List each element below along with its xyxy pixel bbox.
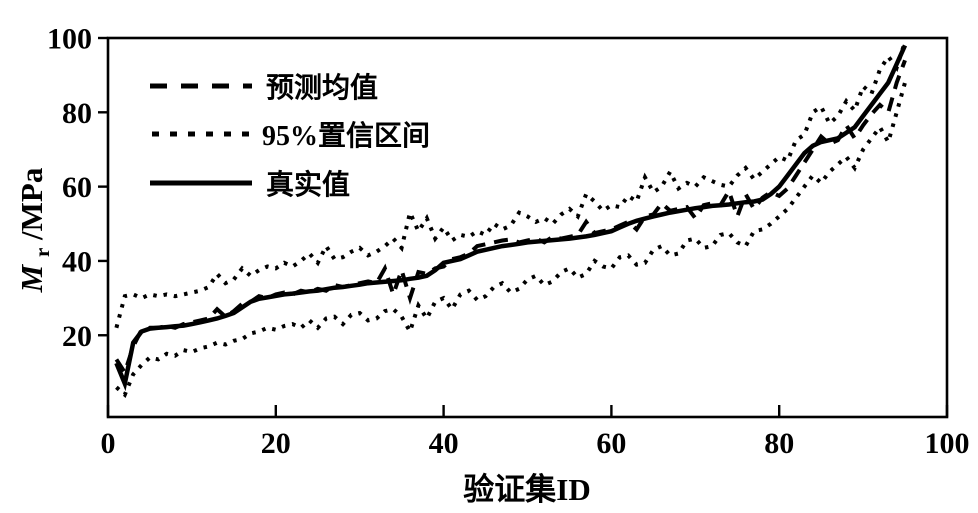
x-tick-label-40: 40 [429, 427, 459, 460]
series-line-prediction-mean [114, 59, 907, 378]
y-axis-title-unit: /MPa [14, 167, 49, 241]
legend-item-true-value: 真实值 [150, 168, 350, 201]
y-tick-label-60: 60 [62, 171, 92, 204]
series-layer [114, 41, 908, 399]
x-tick-label-100: 100 [925, 427, 970, 460]
x-tick-label-80: 80 [764, 427, 794, 460]
legend-label-prediction-mean: 预测均值 [266, 72, 378, 104]
y-tick-label-40: 40 [62, 245, 92, 278]
series-line-ci-upper [114, 41, 907, 329]
y-tick-label-80: 80 [62, 97, 92, 130]
plot-border [106, 36, 949, 419]
legend-item-prediction-mean: 预测均值 [150, 72, 378, 104]
y-axis-title: M r /MPa [14, 167, 56, 293]
x-tick-label-20: 20 [261, 427, 291, 460]
legend-label-true-value: 真实值 [266, 168, 350, 201]
series-line-true-value [114, 44, 908, 392]
axis-ticks: 0 20 40 60 80 100 20 40 60 80 100 [47, 23, 970, 461]
series-line-ci-lower [115, 82, 907, 399]
y-axis-title-symbol: M [14, 263, 49, 293]
y-tick-label-20: 20 [62, 320, 92, 353]
x-tick-label-60: 60 [596, 427, 626, 460]
legend: 预测均值 95%置信区间 真实值 [150, 72, 430, 201]
legend-label-confidence-interval: 95%置信区间 [262, 120, 430, 152]
x-axis-title: 验证集ID [463, 472, 590, 507]
x-tick-label-0: 0 [101, 427, 116, 460]
legend-item-confidence-interval: 95%置信区间 [152, 120, 430, 152]
y-tick-label-100: 100 [47, 23, 92, 56]
y-axis-title-subscript: r [30, 248, 54, 257]
